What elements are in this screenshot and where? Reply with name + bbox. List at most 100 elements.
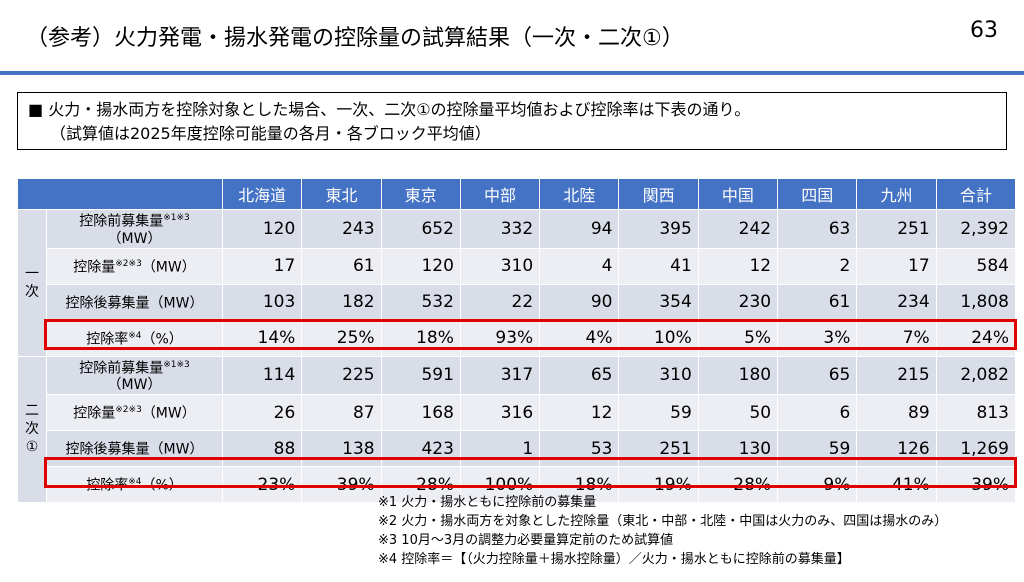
table-cell: 14% xyxy=(221,319,303,357)
header-cell: 東京 xyxy=(380,178,461,210)
table-cell: 168 xyxy=(380,394,461,432)
table-cell: 50 xyxy=(697,394,779,432)
table-row: 一 次控除前募集量※1※3 （MW） 120 243 652 332 94 395 242 63 2… xyxy=(17,209,1017,357)
table-cell: 251 xyxy=(856,209,937,249)
table-cell: 532 xyxy=(380,283,461,321)
table-cell: 103 xyxy=(221,283,303,321)
summary-line-1: ■ 火力・揚水両方を控除対象とした場合、一次、二次①の控除量平均値および控除率は… xyxy=(28,100,751,119)
table-row: 二 次 ① 控除前募集量※1※3 （MW） 114 225 591 317 65 310 180 6… xyxy=(17,355,1017,504)
table-cell: 813 xyxy=(935,394,1017,432)
header-cell: 四国 xyxy=(777,178,858,210)
table-cell: 243 xyxy=(301,209,382,249)
row-label: 控除後募集量（MW） xyxy=(46,430,223,468)
table-cell: 24% xyxy=(935,319,1017,357)
table-cell: 7% xyxy=(856,319,937,357)
table-cell: 23% xyxy=(221,466,303,504)
group-label: 一 次 xyxy=(17,209,47,357)
header-cell: 北陸 xyxy=(539,178,620,210)
table-cell: 93% xyxy=(459,319,541,357)
table-cell: 114 xyxy=(221,355,303,396)
header-cell: 関西 xyxy=(618,178,699,210)
row-label-unit: （MW） xyxy=(107,377,162,394)
table-header-row: 北海道 東北 東京 中部 北陸 関西 中国 四国 九州 合計 xyxy=(17,178,1017,210)
table-cell: 2,082 xyxy=(935,355,1017,396)
table-cell: 652 xyxy=(380,209,461,249)
row-label-note: ※4 xyxy=(128,477,142,488)
row-label: 控除率※4（%） xyxy=(46,466,223,504)
table-cell: 234 xyxy=(856,283,937,321)
group-label: 二 次 ① xyxy=(17,355,47,504)
table-cell: 39% xyxy=(935,466,1017,504)
footnote: ※1 火力・揚水ともに控除前の募集量 xyxy=(378,495,597,510)
table-cell: 130 xyxy=(697,430,779,468)
header-cell: 東北 xyxy=(301,178,382,210)
table-row: 控除量※2※3（MW） 26 87 168 316 12 59 50 6 89 813 xyxy=(18,394,1017,432)
table-cell: 9% xyxy=(777,466,858,504)
table-cell: 89 xyxy=(856,394,937,432)
table-cell: 65 xyxy=(539,355,620,396)
table-row: 控除率※4（%） 14% 25% 18% 93% 4% 10% 5% 3% 7% 24% xyxy=(18,319,1017,357)
summary-line-2: （試算値は2025年度控除可能量の各月・各ブロック平均値） xyxy=(50,124,491,143)
row-label: 控除量※2※3（MW） xyxy=(46,394,223,432)
table-cell: 1 xyxy=(459,430,541,468)
table-cell: 423 xyxy=(380,430,461,468)
table-cell: 225 xyxy=(301,355,382,396)
row-label-text: 控除前募集量 xyxy=(79,360,164,377)
table-cell: 310 xyxy=(618,355,699,396)
row-label-text: 控除率 xyxy=(86,331,129,348)
table-cell: 28% xyxy=(697,466,779,504)
deduction-table: 北海道 東北 東京 中部 北陸 関西 中国 四国 九州 合計 一 次控除前募集量… xyxy=(17,178,1017,504)
table-cell: 310 xyxy=(459,247,541,285)
table-cell: 17 xyxy=(221,247,303,285)
table-cell: 61 xyxy=(777,283,858,321)
table-row: 控除率※4（%） 23% 39% 28% 100% 18% 19% 28% 9% 41% 39% xyxy=(18,466,1017,504)
table-cell: 584 xyxy=(935,247,1017,285)
title-divider xyxy=(0,71,1024,75)
table-cell: 251 xyxy=(618,430,699,468)
row-label-note: ※1※3 xyxy=(163,213,190,223)
header-corner xyxy=(17,178,223,210)
table-cell: 19% xyxy=(618,466,699,504)
row-label: 控除率※4（%） xyxy=(46,319,223,357)
page-number: 63 xyxy=(970,18,998,43)
table-cell: 59 xyxy=(777,430,858,468)
row-label-text: 控除量 xyxy=(73,259,116,276)
table-cell: 22 xyxy=(459,283,541,321)
table-cell: 138 xyxy=(301,430,382,468)
table-cell: 3% xyxy=(777,319,858,357)
row-label-note: ※1※3 xyxy=(163,359,190,370)
table-cell: 26 xyxy=(221,394,303,432)
table-cell: 90 xyxy=(539,283,620,321)
footnote: ※2 火力・揚水両方を対象とした控除量（東北・中部・北陸・中国は火力のみ、四国は… xyxy=(378,514,948,529)
table-cell: 12 xyxy=(697,247,779,285)
table-cell: 100% xyxy=(459,466,541,504)
table-cell: 87 xyxy=(301,394,382,432)
table-cell: 88 xyxy=(221,430,303,468)
table-cell: 4 xyxy=(539,247,620,285)
table-cell: 12 xyxy=(539,394,620,432)
row-label-note: ※4 xyxy=(128,330,142,341)
row-label-text: 控除率 xyxy=(86,478,129,495)
table-cell: 120 xyxy=(380,247,461,285)
table-cell: 1,269 xyxy=(935,430,1017,468)
table-cell: 354 xyxy=(618,283,699,321)
row-label-text: 控除量 xyxy=(73,406,116,423)
table-cell: 591 xyxy=(380,355,461,396)
table-row: 控除後募集量（MW） 103 182 532 22 90 354 230 61 234 1,808 xyxy=(18,283,1017,321)
row-label-note: ※2※3 xyxy=(115,405,142,416)
table-cell: 41 xyxy=(618,247,699,285)
header-cell: 北海道 xyxy=(221,178,303,210)
table-cell: 316 xyxy=(459,394,541,432)
row-label-note: ※2※3 xyxy=(115,258,142,269)
header-cell: 合計 xyxy=(935,178,1017,210)
table-cell: 10% xyxy=(618,319,699,357)
row-label-text: 控除後募集量（MW） xyxy=(65,295,204,312)
row-label-unit: （MW） xyxy=(107,230,162,247)
row-label-unit: （%） xyxy=(141,331,183,348)
table-cell: 94 xyxy=(539,209,620,249)
row-label-unit: （MW） xyxy=(141,406,196,423)
table-cell: 120 xyxy=(221,209,303,249)
row-label-text: 控除後募集量（MW） xyxy=(65,442,204,459)
summary-box: ■ 火力・揚水両方を控除対象とした場合、一次、二次①の控除量平均値および控除率は… xyxy=(17,92,1007,150)
table-cell: 61 xyxy=(301,247,382,285)
